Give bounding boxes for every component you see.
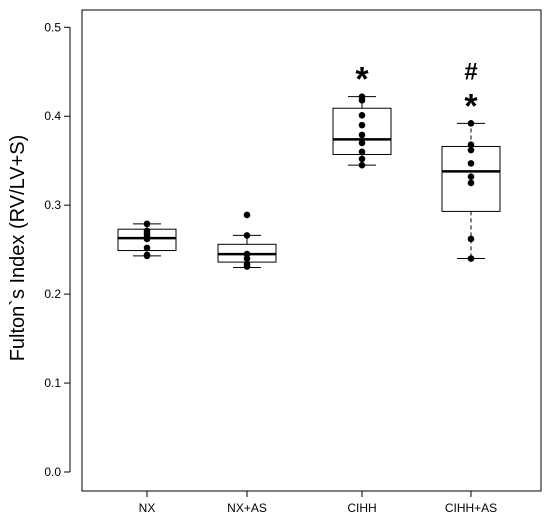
data-point: [358, 148, 366, 156]
y-tick-label: 0.5: [44, 20, 61, 34]
y-tick-label: 0.4: [44, 109, 61, 123]
data-point: [243, 211, 251, 219]
y-tick-label: 0.2: [44, 287, 61, 301]
data-point: [358, 131, 366, 139]
data-point: [467, 179, 475, 187]
data-point: [358, 121, 366, 129]
box-group: *#: [441, 58, 501, 262]
data-point: [467, 173, 475, 181]
x-tick-label: CIHH: [347, 501, 376, 515]
data-point: [358, 155, 366, 163]
data-point: [143, 251, 151, 259]
x-tick-label: NX+AS: [227, 501, 267, 515]
data-point: [467, 120, 475, 127]
significance-hash: #: [464, 58, 477, 85]
data-point: [243, 260, 251, 268]
y-axis: 0.0 0.1 0.2 0.3 0.4 0.5: [44, 20, 71, 479]
data-point: [143, 220, 151, 228]
x-axis: NX NX+AS CIHH CIHH+AS: [139, 491, 497, 515]
data-point: [467, 141, 475, 149]
data-point: [358, 112, 366, 119]
data-point: [143, 227, 151, 235]
y-tick-label: 0.0: [44, 465, 61, 479]
x-tick-label: CIHH+AS: [445, 501, 497, 515]
data-point: [467, 255, 475, 262]
data-point: [358, 139, 366, 147]
data-point: [143, 244, 151, 252]
y-tick-label: 0.3: [44, 198, 61, 212]
significance-asterisk: *: [464, 87, 478, 125]
data-point: [358, 93, 366, 100]
box-group: *: [332, 61, 392, 169]
data-point: [467, 146, 475, 154]
box-group-layer: **#: [117, 58, 501, 270]
plot-frame: [81, 9, 542, 492]
box-group: [217, 211, 277, 270]
data-point: [358, 161, 366, 169]
significance-asterisk: *: [355, 61, 369, 99]
box-group: [117, 220, 177, 260]
x-tick-label: NX: [139, 501, 156, 515]
y-tick-label: 0.1: [44, 376, 61, 390]
data-point: [467, 160, 475, 167]
y-axis-label: Fulton`s Index (RV/LV+S): [7, 135, 29, 362]
data-point: [467, 235, 475, 243]
data-point: [243, 232, 251, 239]
data-point: [243, 250, 251, 258]
